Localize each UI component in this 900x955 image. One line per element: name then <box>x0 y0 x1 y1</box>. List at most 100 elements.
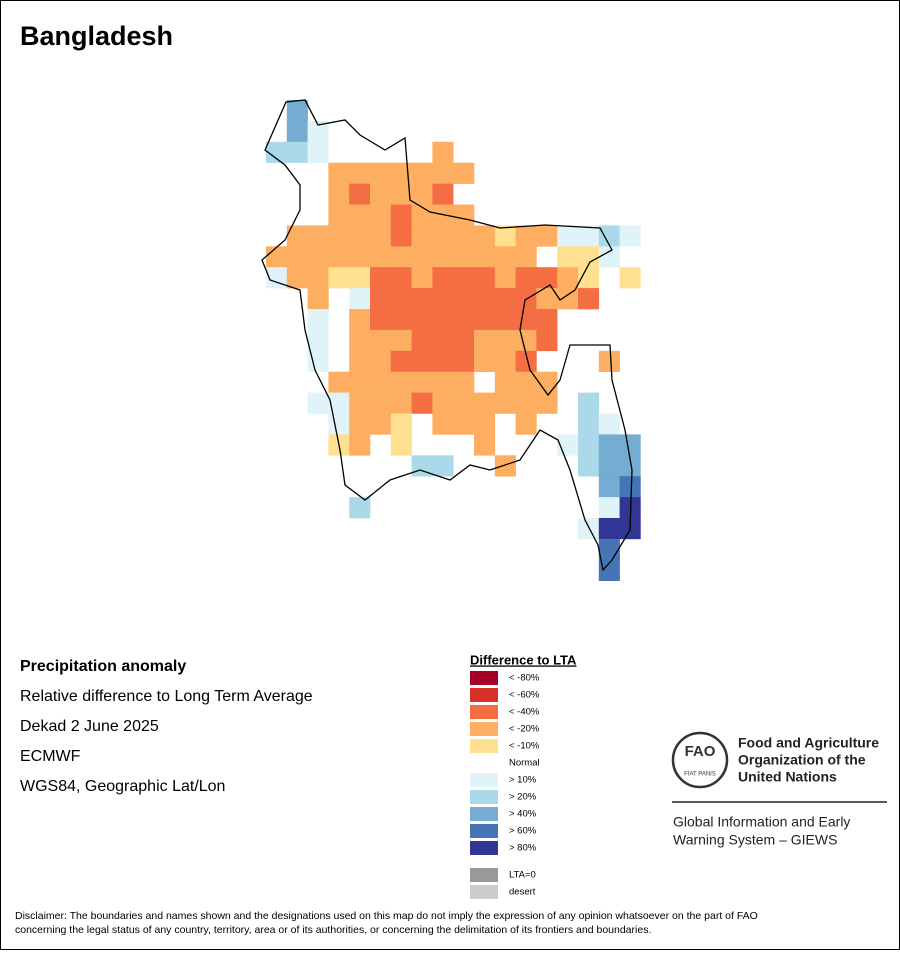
grid-cell <box>432 141 454 163</box>
grid-cell <box>619 434 641 456</box>
grid-cell <box>349 288 371 310</box>
grid-cell <box>557 225 579 247</box>
legend-swatch <box>470 868 498 882</box>
grid-cell <box>349 350 371 372</box>
grid-cell <box>390 246 412 268</box>
legend-swatch <box>470 824 498 838</box>
grid-cell <box>328 183 350 205</box>
grid-cell <box>474 350 496 372</box>
org-name: United Nations <box>738 769 837 785</box>
grid-cell <box>349 309 371 331</box>
grid-cell <box>349 371 371 393</box>
grid-cell <box>266 246 288 268</box>
grid-cell <box>390 309 412 331</box>
grid-cell <box>536 371 558 393</box>
grid-cell <box>432 183 454 205</box>
grid-cell <box>328 413 350 435</box>
grid-cell <box>453 267 475 289</box>
emblem-ring <box>671 731 729 789</box>
grid-cell <box>411 225 433 247</box>
legend-label: > 10% <box>509 775 537 786</box>
grid-cell <box>370 392 392 414</box>
legend-swatch <box>470 688 498 702</box>
grid-cell <box>453 413 475 435</box>
grid-cell <box>578 518 600 540</box>
grid-cell <box>598 246 620 268</box>
grid-cell <box>307 309 329 331</box>
system-name: Global Information and Early <box>673 814 850 830</box>
grid-cell <box>349 329 371 352</box>
grid-cell <box>370 371 392 393</box>
grid-cell <box>328 246 350 268</box>
grid-cell <box>474 267 496 289</box>
grid-cell <box>453 371 475 393</box>
country-outline <box>261 99 633 572</box>
anomaly-grid <box>266 100 641 581</box>
grid-cell <box>411 288 433 310</box>
grid-cell <box>411 162 433 184</box>
grid-cell <box>286 246 308 268</box>
grid-cell <box>453 288 475 310</box>
grid-cell <box>390 392 412 414</box>
legend-swatch <box>470 790 498 804</box>
org-name: Food and Agriculture <box>738 735 879 751</box>
grid-cell <box>578 225 600 247</box>
grid-cell <box>453 329 475 352</box>
grid-cell <box>598 476 620 498</box>
grid-cell <box>474 392 496 414</box>
grid-cell <box>494 246 516 268</box>
grid-cell <box>266 267 288 289</box>
grid-cell <box>307 225 329 247</box>
legend-label: LTA=0 <box>509 870 536 881</box>
info-heading: Precipitation anomaly <box>20 658 186 675</box>
legend-label: desert <box>509 887 536 898</box>
grid-cell <box>370 162 392 184</box>
grid-cell <box>598 518 620 540</box>
grid-cell <box>370 329 392 352</box>
grid-cell <box>286 141 308 163</box>
grid-cell <box>578 455 600 477</box>
grid-cell <box>619 225 641 247</box>
grid-cell <box>619 267 641 289</box>
grid-cell <box>536 267 558 289</box>
grid-cell <box>432 288 454 310</box>
grid-cell <box>515 413 537 435</box>
grid-cell <box>578 246 600 268</box>
grid-cell <box>349 162 371 184</box>
grid-cell <box>578 288 600 310</box>
grid-cell <box>515 267 537 289</box>
grid-cell <box>349 246 371 268</box>
grid-cell <box>494 309 516 331</box>
grid-cell <box>432 309 454 331</box>
grid-cell <box>515 350 537 372</box>
grid-cell <box>453 246 475 268</box>
grid-cell <box>598 413 620 435</box>
legend-swatch <box>470 705 498 719</box>
grid-cell <box>474 309 496 331</box>
grid-cell <box>328 371 350 393</box>
grid-cell <box>453 162 475 184</box>
legend-label: > 60% <box>509 826 537 837</box>
grid-cell <box>390 183 412 205</box>
grid-cell <box>349 497 371 519</box>
grid-cell <box>578 413 600 435</box>
grid-cell <box>307 120 329 143</box>
grid-cell <box>598 434 620 456</box>
grid-cell <box>578 392 600 414</box>
grid-cell <box>432 392 454 414</box>
grid-cell <box>557 267 579 289</box>
legend-swatch <box>470 722 498 736</box>
grid-cell <box>536 225 558 247</box>
grid-cell <box>453 309 475 331</box>
grid-cell <box>598 225 620 247</box>
grid-cell <box>453 225 475 247</box>
grid-cell <box>494 455 516 477</box>
grid-cell <box>286 100 308 122</box>
grid-cell <box>578 267 600 289</box>
grid-cell <box>598 497 620 519</box>
grid-cell <box>307 141 329 163</box>
legend-swatch <box>470 671 498 685</box>
grid-cell <box>494 225 516 247</box>
legend-label: Normal <box>509 758 540 769</box>
